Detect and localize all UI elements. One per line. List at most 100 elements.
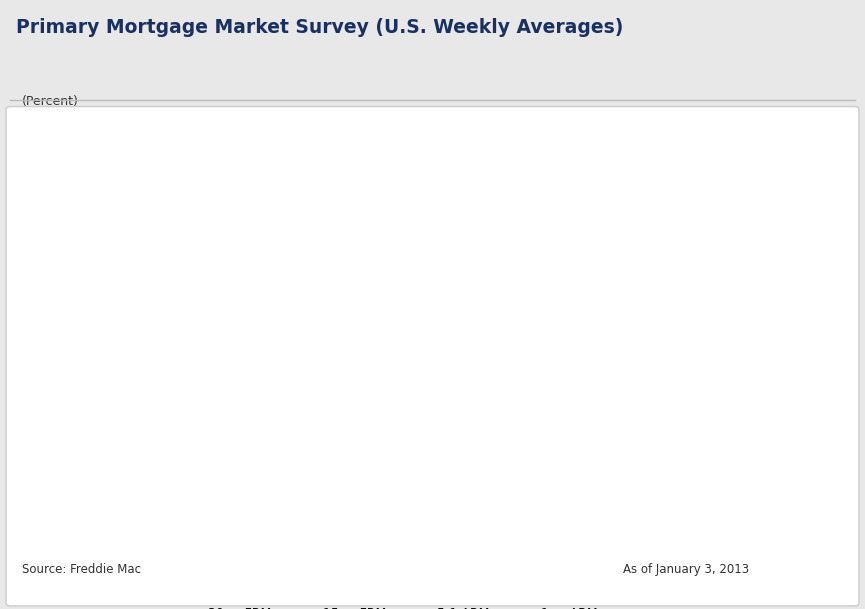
15-yr FRM <box>576 429 586 436</box>
30-yr FRM <box>388 246 398 253</box>
1-yr ARM <box>151 425 162 432</box>
15-yr FRM <box>529 427 539 434</box>
30-yr FRM <box>80 200 91 207</box>
Text: Source: Freddie Mac: Source: Freddie Mac <box>22 563 141 576</box>
1-yr ARM <box>695 458 705 465</box>
1-yr ARM <box>599 460 610 467</box>
Text: 2.71%: 2.71% <box>711 429 746 440</box>
1-yr ARM <box>340 431 350 438</box>
15-yr FRM <box>411 387 421 394</box>
1-yr ARM <box>388 438 398 446</box>
15-yr FRM <box>151 342 162 350</box>
15-yr FRM <box>482 400 492 407</box>
1-yr ARM <box>434 440 445 448</box>
30-yr FRM <box>624 315 634 323</box>
Line: 15-yr FRM: 15-yr FRM <box>86 325 700 448</box>
1-yr ARM <box>553 460 563 467</box>
5-1 ARM <box>246 383 256 390</box>
5-1 ARM <box>482 420 492 427</box>
Text: 3.34%: 3.34% <box>711 308 746 319</box>
15-yr FRM <box>670 443 681 450</box>
5-1 ARM <box>624 429 634 436</box>
15-yr FRM <box>340 375 350 382</box>
1-yr ARM <box>104 425 114 432</box>
30-yr FRM <box>553 302 563 309</box>
1-yr ARM <box>576 458 586 465</box>
1-yr ARM <box>246 421 256 429</box>
5-1 ARM <box>104 406 114 413</box>
15-yr FRM <box>458 396 469 404</box>
30-yr FRM <box>175 202 185 209</box>
30-yr FRM <box>127 208 138 215</box>
30-yr FRM <box>529 298 539 305</box>
5-1 ARM <box>151 408 162 415</box>
1-yr ARM <box>647 460 657 467</box>
15-yr FRM <box>198 339 208 346</box>
1-yr ARM <box>269 417 279 424</box>
15-yr FRM <box>363 381 374 388</box>
5-1 ARM <box>505 423 516 431</box>
15-yr FRM <box>434 408 445 415</box>
30-yr FRM <box>670 315 681 323</box>
30-yr FRM <box>246 183 256 190</box>
1-yr ARM <box>482 445 492 452</box>
15-yr FRM <box>647 437 657 444</box>
5-1 ARM <box>175 406 185 413</box>
1-yr ARM <box>198 420 208 427</box>
1-yr ARM <box>411 443 421 450</box>
1-yr ARM <box>175 423 185 431</box>
15-yr FRM <box>695 445 705 452</box>
5-1 ARM <box>340 410 350 417</box>
5-1 ARM <box>695 431 705 438</box>
30-yr FRM <box>340 221 350 228</box>
30-yr FRM <box>269 202 279 209</box>
5-1 ARM <box>80 410 91 417</box>
15-yr FRM <box>269 350 279 357</box>
5-1 ARM <box>127 406 138 413</box>
15-yr FRM <box>104 339 114 346</box>
5-1 ARM <box>221 406 232 413</box>
Line: 1-yr ARM: 1-yr ARM <box>86 417 700 473</box>
Text: 2.64%: 2.64% <box>711 443 746 453</box>
5-1 ARM <box>576 431 586 438</box>
30-yr FRM <box>505 269 516 276</box>
5-1 ARM <box>411 417 421 424</box>
1-yr ARM <box>80 421 91 429</box>
15-yr FRM <box>221 321 232 328</box>
30-yr FRM <box>411 250 421 257</box>
1-yr ARM <box>221 414 232 421</box>
5-1 ARM <box>388 417 398 424</box>
Text: As of January 3, 2013: As of January 3, 2013 <box>623 563 749 576</box>
5-1 ARM <box>529 429 539 436</box>
30-yr FRM <box>363 238 374 245</box>
5-1 ARM <box>458 415 469 423</box>
Text: 2.57%: 2.57% <box>711 457 746 466</box>
30-yr FRM <box>317 215 327 222</box>
5-1 ARM <box>317 406 327 413</box>
15-yr FRM <box>599 440 610 448</box>
5-1 ARM <box>198 404 208 411</box>
5-1 ARM <box>647 433 657 440</box>
15-yr FRM <box>246 334 256 342</box>
Legend: 30-yr FRM, 15-yr FRM, 5-1 ARM, 1-yr ARM: 30-yr FRM, 15-yr FRM, 5-1 ARM, 1-yr ARM <box>167 602 603 609</box>
Line: 30-yr FRM: 30-yr FRM <box>86 171 700 319</box>
5-1 ARM <box>269 408 279 415</box>
1-yr ARM <box>292 425 303 432</box>
1-yr ARM <box>505 450 516 457</box>
5-1 ARM <box>553 435 563 442</box>
15-yr FRM <box>505 404 516 411</box>
5-1 ARM <box>434 427 445 434</box>
1-yr ARM <box>670 470 681 477</box>
30-yr FRM <box>292 208 303 215</box>
5-1 ARM <box>292 408 303 415</box>
5-1 ARM <box>670 433 681 440</box>
Text: Primary Mortgage Market Survey (U.S. Weekly Averages): Primary Mortgage Market Survey (U.S. Wee… <box>16 18 623 37</box>
Line: 5-1 ARM: 5-1 ARM <box>86 387 700 438</box>
15-yr FRM <box>175 348 185 356</box>
30-yr FRM <box>482 266 492 273</box>
5-1 ARM <box>363 414 374 421</box>
30-yr FRM <box>198 198 208 205</box>
15-yr FRM <box>624 443 634 450</box>
15-yr FRM <box>80 331 91 338</box>
30-yr FRM <box>221 167 232 174</box>
